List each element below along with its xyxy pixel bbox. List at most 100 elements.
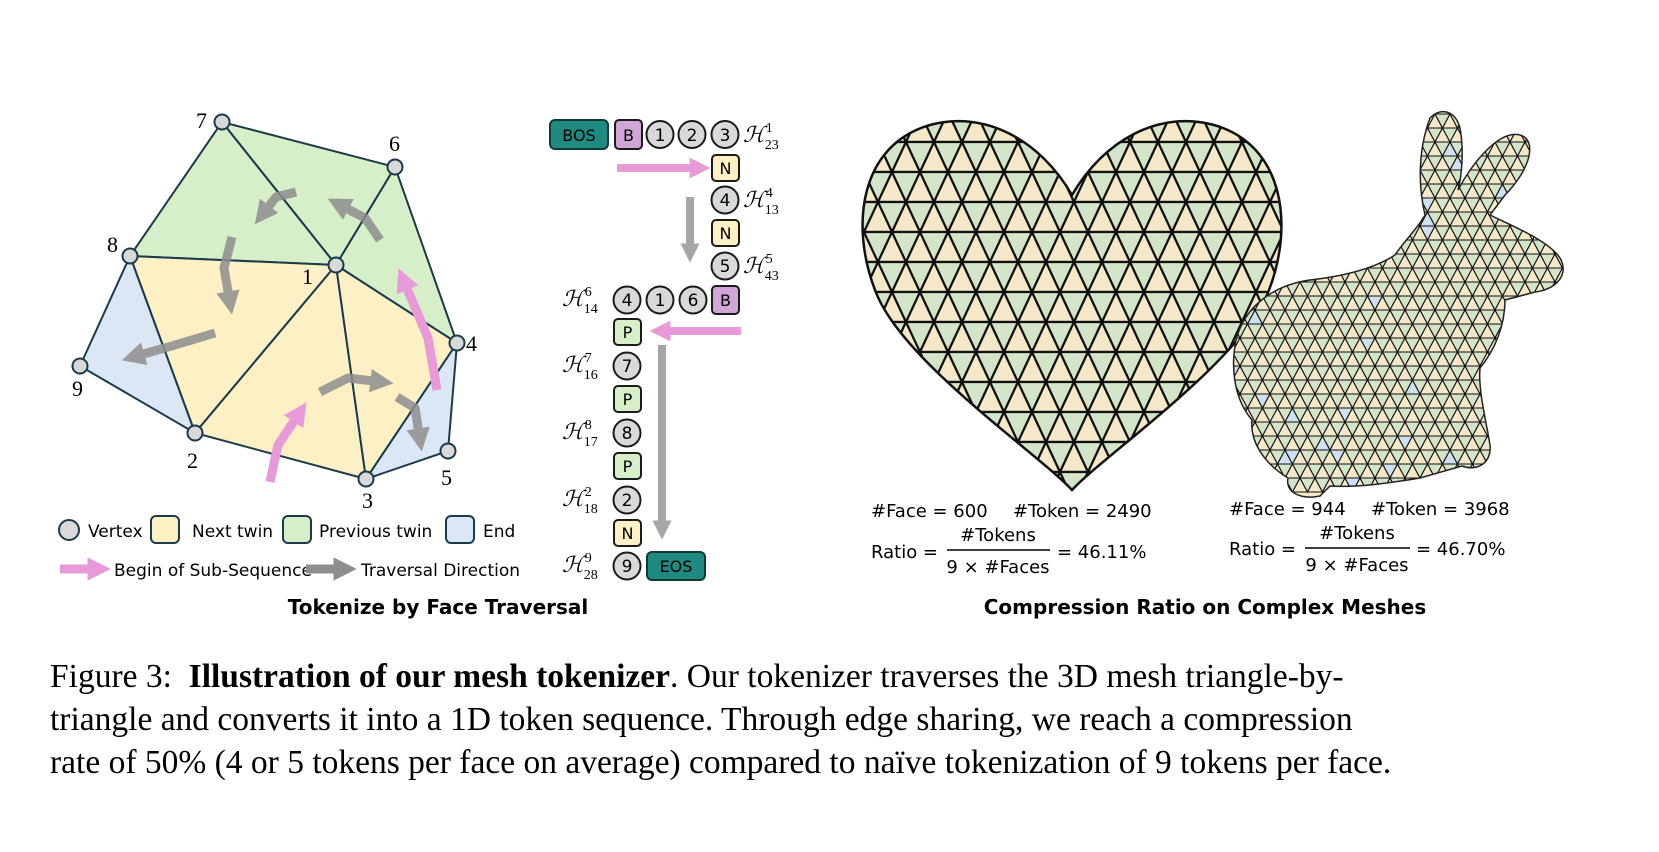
mesh-face: [1226, 470, 1258, 490]
mesh-face: [1509, 350, 1526, 367]
mesh-face: [1561, 183, 1564, 200]
halfedge-label: ℋ9 28: [562, 551, 598, 583]
mesh-face: [1314, 113, 1331, 130]
mesh-face: [1336, 111, 1354, 116]
mesh-face: [1516, 463, 1534, 480]
mesh-face: [1329, 111, 1346, 115]
mesh-face: [1509, 111, 1526, 115]
vertex-token: [612, 551, 642, 581]
mesh-face: [1554, 449, 1564, 466]
mesh-face: [1479, 477, 1496, 494]
mesh-face: [862, 289, 880, 324]
caption-prefix: Figure 3:: [50, 658, 172, 695]
mesh-face: [1233, 111, 1249, 116]
mesh-face: [1359, 197, 1376, 214]
mesh-face: [1546, 336, 1564, 353]
mesh-face: [862, 350, 866, 385]
mesh-face: [1501, 435, 1519, 452]
vertex-label: 7: [196, 108, 207, 133]
vertex-token: [612, 351, 642, 381]
mesh-face: [1086, 121, 1118, 145]
mesh-face: [1246, 111, 1264, 116]
mesh-face: [1486, 392, 1504, 409]
mesh-face: [1284, 266, 1301, 283]
mesh-face: [1561, 448, 1564, 465]
mesh-face: [1501, 196, 1519, 213]
mesh-face: [1170, 470, 1202, 490]
mesh-face: [1578, 478, 1593, 492]
mesh-face: [1486, 407, 1504, 424]
mesh-face: [1269, 477, 1286, 494]
mesh-face: [1546, 295, 1564, 312]
mesh-face: [1100, 469, 1132, 490]
legend-begin-label: Begin of Sub-Sequence: [114, 561, 312, 581]
mesh-face: [1058, 121, 1090, 145]
mesh-face: [1381, 183, 1399, 200]
mesh-face: [1359, 225, 1376, 242]
mesh-face: [1374, 126, 1391, 143]
mesh-face: [1276, 112, 1294, 129]
mesh-face: [1561, 379, 1564, 396]
mesh-face: [1501, 420, 1519, 437]
mesh-face: [1233, 448, 1249, 465]
mesh-face: [1299, 238, 1316, 255]
mesh-face: [1240, 469, 1272, 490]
mesh-face: [1479, 365, 1496, 382]
mesh-face: [1531, 392, 1549, 409]
mesh-face: [1561, 364, 1564, 381]
vertex-label: 5: [441, 465, 452, 490]
mesh-face: [1570, 436, 1585, 450]
mesh-face: [1554, 462, 1564, 479]
mesh-face: [1578, 226, 1593, 240]
mesh-face: [862, 470, 894, 490]
mesh-face: [1570, 240, 1585, 254]
mesh-face: [1351, 239, 1369, 256]
mesh-face: [1546, 448, 1564, 465]
mesh-face: [1359, 113, 1376, 130]
mesh-face: [1479, 378, 1496, 395]
n-token: [711, 219, 740, 247]
n-token-label: N: [622, 524, 634, 543]
mesh-face: [1198, 410, 1230, 445]
mesh-face: [1306, 155, 1324, 172]
mesh-face: [1366, 196, 1384, 213]
mesh-face: [1218, 100, 1233, 114]
mesh-face: [1524, 434, 1541, 451]
mesh-face: [988, 440, 1020, 475]
mesh-face: [1389, 111, 1406, 115]
mesh-face: [1561, 407, 1564, 424]
mesh-face: [876, 380, 908, 415]
mesh-face: [1554, 378, 1564, 395]
mesh-face: [1212, 469, 1244, 490]
vertex-token: [645, 120, 675, 149]
mesh-face: [1359, 210, 1376, 227]
mesh-face: [1486, 420, 1504, 437]
mesh-face: [1546, 211, 1564, 228]
p-token-label: P: [623, 457, 633, 476]
mesh-face: [1291, 267, 1309, 284]
vertex-label: 2: [187, 448, 198, 473]
mesh-face: [1486, 364, 1504, 381]
mesh-face: [1570, 142, 1585, 156]
vertex-token: [678, 285, 708, 315]
mesh-face: [1396, 224, 1414, 241]
mesh-face: [1291, 239, 1309, 256]
legend-traversal-label: Traversal Direction: [360, 561, 520, 581]
mesh-face: [1239, 449, 1256, 466]
mesh-face: [1291, 112, 1309, 129]
mesh-face: [1321, 239, 1339, 256]
mesh-face: [1516, 435, 1534, 452]
mesh-face: [1531, 364, 1549, 381]
vertex-token-label: 4: [720, 191, 731, 211]
mesh-face: [1404, 111, 1421, 115]
mesh-face: [1509, 449, 1526, 466]
mesh-face: [1329, 182, 1346, 199]
p-token-label: P: [623, 323, 633, 342]
mesh-face: [1570, 170, 1585, 184]
mesh-face: [1276, 155, 1294, 172]
bos-token: [549, 119, 609, 150]
mesh-face: [946, 439, 978, 474]
mesh-face: [1494, 449, 1511, 466]
b-token: [614, 119, 643, 150]
mesh-face: [1524, 182, 1541, 199]
